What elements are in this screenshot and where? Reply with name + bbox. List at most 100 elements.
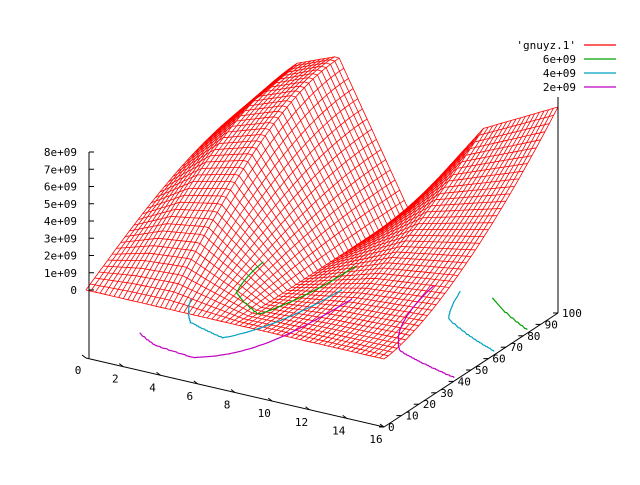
mesh-line-x	[313, 126, 489, 344]
mesh-line-x	[267, 174, 442, 333]
mesh-line-x	[262, 179, 438, 332]
x-tick-label: 14	[332, 424, 346, 437]
contour-line	[448, 290, 495, 352]
mesh-line-x	[276, 164, 452, 335]
mesh-line-x	[118, 66, 293, 298]
mesh-line-x	[188, 108, 363, 314]
mesh-line-x	[285, 153, 461, 337]
mesh-line-x	[327, 122, 503, 347]
y-tick-label: 10	[405, 410, 418, 423]
mesh-line-x	[290, 148, 466, 338]
mesh-line-x	[127, 62, 303, 300]
mesh-line-y	[172, 153, 472, 268]
mesh-line-x	[304, 133, 480, 342]
x-tick-label: 10	[258, 407, 271, 420]
mesh-line-x	[141, 59, 317, 304]
mesh-line-x	[122, 62, 298, 299]
mesh-line-x	[146, 58, 321, 305]
x-tick-mark	[193, 380, 199, 385]
z-tick-label: 5e+09	[44, 198, 77, 211]
x-tick-label: 0	[75, 364, 82, 377]
legend-label: 'gnuyz.1'	[516, 39, 576, 52]
mesh-line-x	[346, 117, 522, 351]
mesh-line-x	[365, 112, 540, 356]
mesh-line-x	[132, 61, 307, 301]
contour-line	[397, 285, 455, 379]
contour-line	[235, 261, 357, 315]
z-tick-label: 1e+09	[44, 267, 77, 280]
contour-line	[491, 297, 528, 331]
x-tick-mark	[267, 397, 273, 402]
legend-label: 2e+09	[543, 81, 576, 94]
mesh-line-x	[155, 57, 331, 307]
mesh-line-x	[220, 179, 396, 322]
mesh-line-x	[183, 98, 359, 313]
base-contours	[139, 261, 528, 379]
z-tick-label: 6e+09	[44, 181, 77, 194]
mesh-line-x	[197, 128, 373, 317]
tick-labels: 0 2 4 6 8 10 12 14 16 0 10 20 30 40 50 60 70 80 90 100 0 1e+0…	[44, 146, 582, 446]
mesh-line-x	[202, 139, 377, 318]
y-tick-label: 70	[510, 341, 523, 354]
z-tick-label: 0	[70, 284, 77, 297]
mesh-line-x	[369, 110, 545, 357]
mesh-line-x	[136, 60, 312, 303]
x-tick-label: 6	[186, 390, 193, 403]
mesh-line-x	[206, 149, 382, 319]
mesh-line-x	[351, 116, 526, 352]
mesh-line-x	[164, 57, 340, 309]
x-tick-label: 2	[112, 373, 119, 386]
legend-label: 6e+09	[543, 53, 576, 66]
contour-line	[139, 298, 353, 359]
mesh-line-x	[160, 56, 335, 308]
mesh-line-x	[216, 169, 391, 321]
x-tick-mark	[156, 371, 161, 376]
mesh-line-x	[230, 199, 405, 324]
mesh-line-x	[379, 108, 554, 359]
mesh-line-x	[211, 159, 386, 320]
z-tick-label: 3e+09	[44, 232, 77, 245]
mesh-line-x	[299, 138, 475, 340]
mesh-line-x	[323, 124, 498, 346]
x-tick-label: 8	[224, 399, 231, 412]
z-tick-label: 2e+09	[44, 250, 77, 263]
y-tick-label: 0	[388, 421, 395, 434]
mesh-line-x	[225, 189, 400, 323]
surface-mesh	[85, 56, 559, 360]
mesh-line-y	[90, 283, 389, 357]
y-tick-label: 20	[423, 398, 436, 411]
mesh-line-x	[150, 58, 326, 306]
x-tick-mark	[118, 363, 124, 368]
mesh-line-x	[253, 189, 428, 330]
z-tick-label: 7e+09	[44, 163, 77, 176]
x-tick-mark	[81, 354, 87, 359]
contour-line	[187, 289, 343, 339]
mesh-line-x	[337, 120, 512, 349]
mesh-line-x	[258, 184, 433, 331]
legend-label: 4e+09	[543, 67, 576, 80]
x-tick-label: 12	[295, 416, 308, 429]
x-tick-mark	[305, 406, 310, 411]
mesh-line-x	[169, 67, 345, 310]
z-tick-label: 8e+09	[44, 146, 77, 159]
mesh-line-y	[259, 56, 559, 212]
mesh-line-x	[383, 106, 559, 360]
mesh-line-x	[281, 158, 456, 336]
mesh-line-x	[318, 125, 494, 345]
mesh-line-x	[309, 128, 484, 343]
y-tick-label: 30	[440, 387, 453, 400]
mesh-line-x	[374, 109, 550, 358]
axes	[81, 97, 559, 428]
mesh-line-y	[203, 110, 502, 249]
y-tick-label: 40	[458, 375, 471, 388]
x-tick-mark	[230, 389, 236, 393]
mesh-line-x	[332, 121, 508, 348]
x-tick-label: 4	[149, 381, 156, 394]
y-tick-label: 50	[475, 364, 488, 377]
mesh-line-y	[216, 95, 515, 240]
mesh-line-x	[355, 114, 531, 353]
z-tick-label: 4e+09	[44, 215, 77, 228]
